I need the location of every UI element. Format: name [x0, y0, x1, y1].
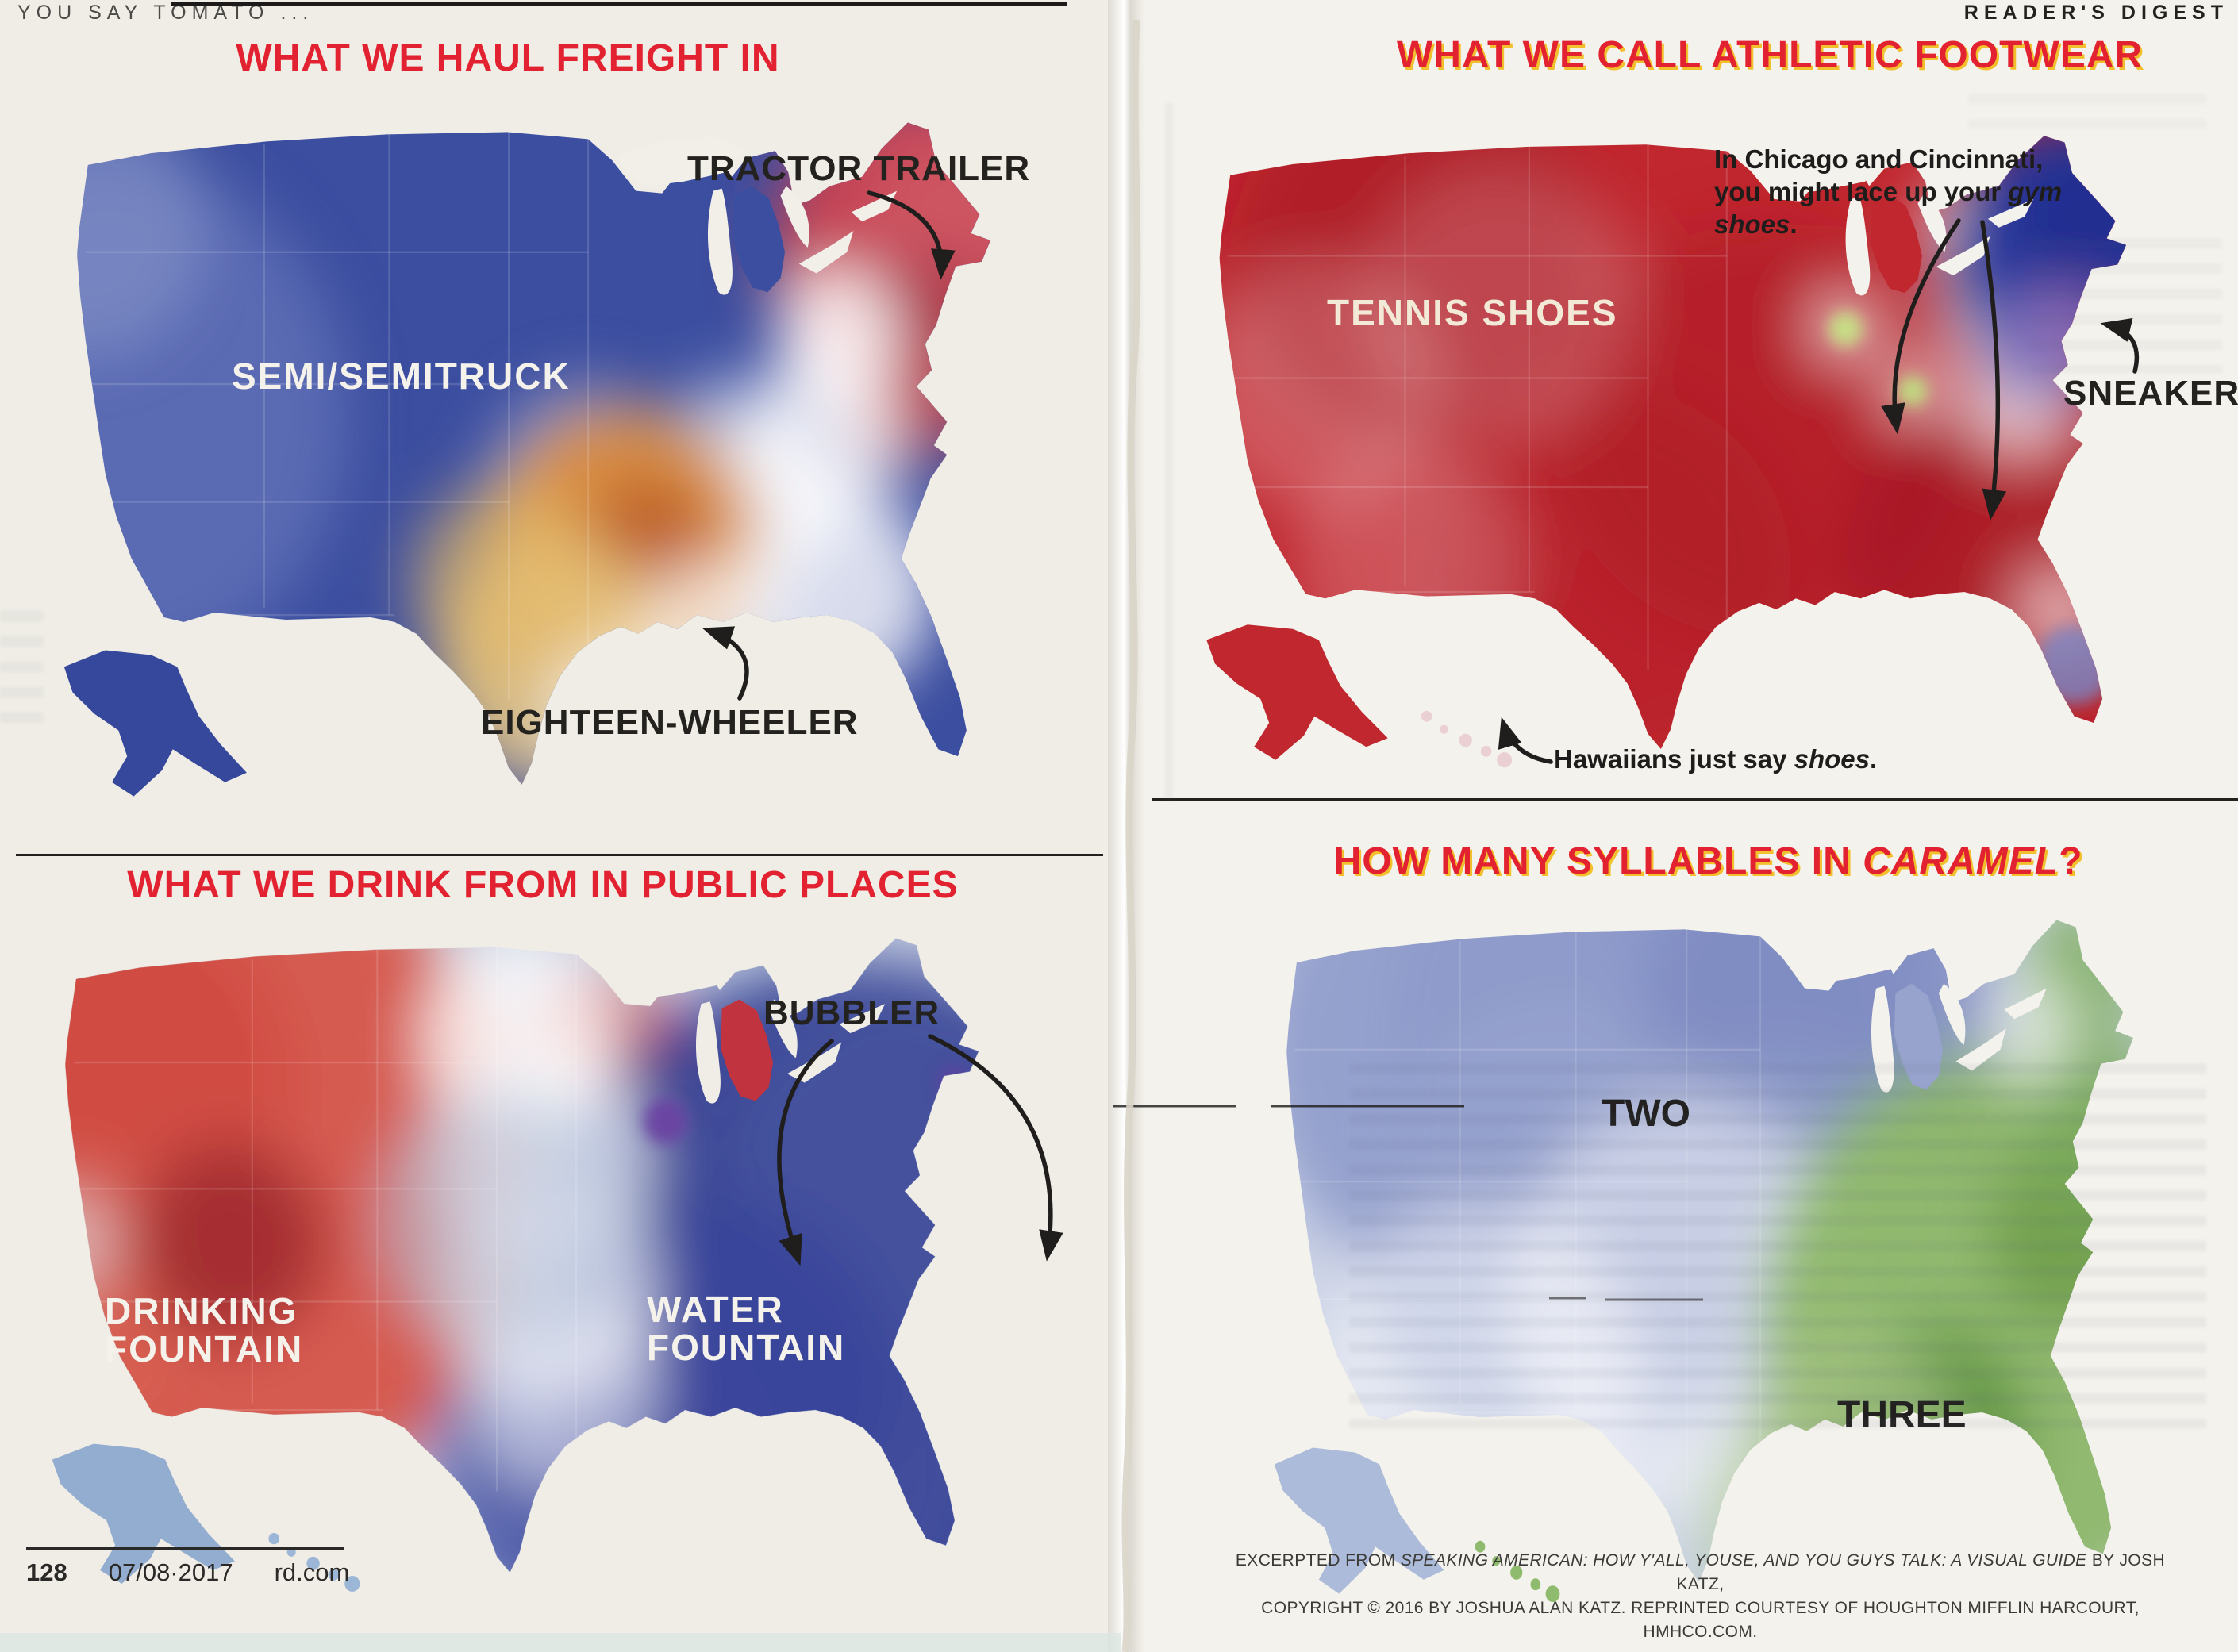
page-tear	[1108, 0, 1144, 1652]
note-text: .	[1790, 209, 1798, 239]
caramel-three-label: THREE	[1837, 1394, 1967, 1436]
bleed-through-ghost	[1968, 94, 2206, 129]
credit-line-2: COPYRIGHT © 2016 BY JOSHUA ALAN KATZ. RE…	[1261, 1599, 2140, 1641]
freight-south-label: EIGHTEEN-WHEELER	[481, 703, 859, 742]
freight-majority-label: SEMI/SEMITRUCK	[232, 355, 571, 397]
credit-line-1: EXCERPTED FROM SPEAKING AMERICAN: HOW Y'…	[1234, 1549, 2167, 1596]
top-rule	[171, 2, 1067, 6]
issue-date: 07/08·2017	[108, 1558, 233, 1586]
caramel-map	[1274, 920, 2133, 1602]
bleed-through-ghost	[2032, 238, 2222, 373]
bleed-through-ghost	[1349, 1063, 2206, 1428]
note-text: .	[1870, 744, 1878, 774]
freight-map	[63, 122, 990, 797]
footwear-majority-label: TENNIS SHOES	[1327, 292, 1618, 333]
title-text: HOW MANY SYLLABLES IN	[1333, 840, 1863, 882]
label-line: FOUNTAIN	[105, 1328, 304, 1370]
left-column-divider	[16, 854, 1103, 856]
credit-book-title: SPEAKING AMERICAN: HOW Y'ALL, YOUSE, AND…	[1400, 1551, 2087, 1569]
label-line: FOUNTAIN	[647, 1327, 846, 1368]
fountain-map	[52, 938, 979, 1592]
credit-text: BY JOSH KATZ,	[1676, 1551, 2166, 1593]
website: rd.com	[274, 1558, 350, 1586]
footwear-midwest-note: In Chicago and Cincinnati, you might lac…	[1714, 143, 2095, 240]
note-italic: gym shoes	[1714, 177, 2063, 239]
label-line: DRINKING	[105, 1290, 298, 1331]
footwear-northeast-label: SNEAKERS	[2063, 374, 2238, 413]
caramel-two-label: TWO	[1602, 1093, 1690, 1135]
book-credit: EXCERPTED FROM SPEAKING AMERICAN: HOW Y'…	[1234, 1549, 2167, 1644]
bleed-through-ghost	[0, 611, 44, 730]
fountain-bubbler-label: BUBBLER	[763, 993, 940, 1032]
freight-northeast-label: TRACTOR TRAILER	[687, 149, 1031, 188]
right-column-divider	[1152, 798, 2238, 801]
magazine-name: READER'S DIGEST	[1963, 2, 2228, 24]
label-line: WATER	[647, 1289, 784, 1330]
footwear-hawaii-note: Hawaiians just say shoes.	[1554, 743, 1877, 775]
fountain-west-label: DRINKING FOUNTAIN	[105, 1292, 303, 1368]
title-italic: CARAMEL	[1863, 840, 2059, 882]
footwear-map-title: WHAT WE CALL ATHLETIC FOOTWEAR	[1396, 34, 2144, 76]
title-text: ?	[2059, 840, 2083, 882]
note-text: Hawaiians just say	[1554, 744, 1794, 774]
page-footer: 128 07/08·2017 rd.com	[26, 1547, 349, 1588]
hawaii-inset	[1421, 710, 1513, 768]
credit-text: EXCERPTED FROM	[1235, 1551, 1401, 1569]
page-number: 128	[26, 1558, 67, 1586]
fountain-map-title: WHAT WE DRINK FROM IN PUBLIC PLACES	[127, 864, 959, 906]
scan-edge-strip	[0, 1633, 1121, 1652]
alaska-inset	[1206, 624, 1388, 760]
fountain-east-label: WATER FOUNTAIN	[647, 1290, 845, 1366]
caramel-map-title: HOW MANY SYLLABLES IN CARAMEL?	[1222, 839, 2194, 883]
bleed-through-ghost	[1165, 103, 1186, 801]
note-italic: shoes	[1794, 744, 1871, 774]
footer-rule	[26, 1547, 344, 1550]
alaska-inset	[63, 650, 247, 797]
freight-map-title: WHAT WE HAUL FREIGHT IN	[236, 37, 780, 79]
note-text: In Chicago and Cincinnati, you might lac…	[1714, 144, 2044, 206]
